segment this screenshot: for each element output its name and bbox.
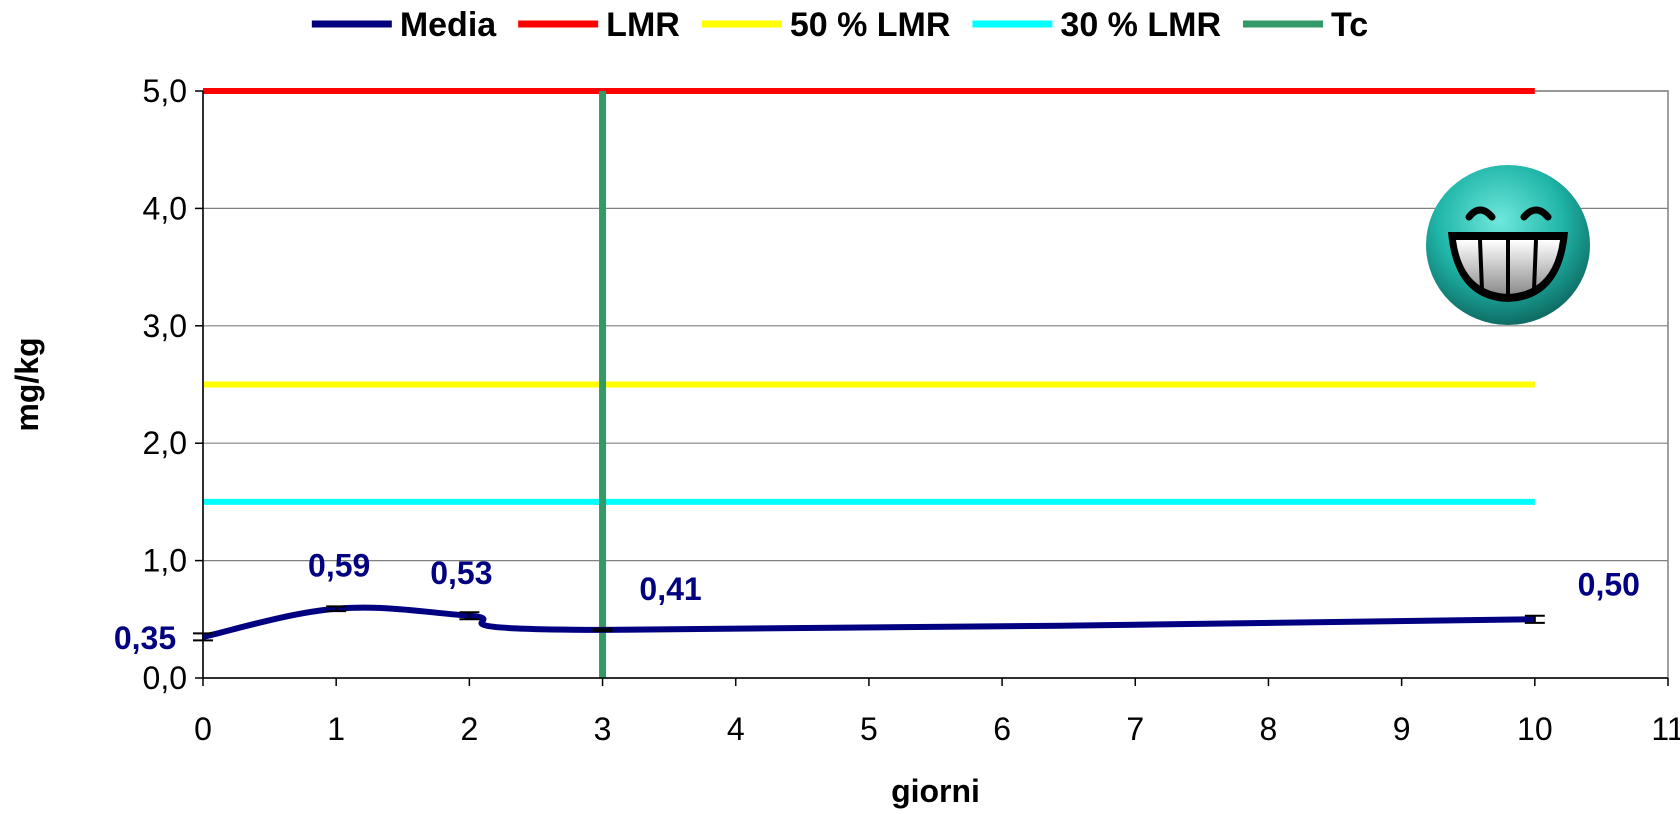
error-bar xyxy=(193,632,213,642)
data-labels: 0,35 0,59 0,53 0,41 0,50 xyxy=(114,548,1640,656)
y-tick-label: 0,0 xyxy=(143,660,187,696)
x-tick-label: 3 xyxy=(594,711,612,747)
x-tick-label: 6 xyxy=(993,711,1011,747)
y-tick-label: 2,0 xyxy=(143,425,187,461)
x-tick-label: 2 xyxy=(460,711,478,747)
x-tick-label: 1 xyxy=(327,711,345,747)
legend-item: 50 % LMR xyxy=(701,6,951,44)
error-bar xyxy=(1524,614,1545,624)
y-tick-label: 1,0 xyxy=(143,543,187,579)
data-label: 0,35 xyxy=(114,620,176,656)
data-label: 0,53 xyxy=(430,555,492,591)
x-tick-label: 7 xyxy=(1126,711,1144,747)
grinning-smiley-icon xyxy=(1426,165,1590,325)
x-tick-label: 8 xyxy=(1260,711,1278,747)
legend-item: Media xyxy=(311,6,497,44)
x-tick-label: 5 xyxy=(860,711,878,747)
legend-label: Media xyxy=(400,6,497,44)
legend-item: LMR xyxy=(518,6,680,44)
axes: 0,0 1,0 2,0 3,0 4,0 5,0 0 1 2 3 4 5 6 7 8 9 10 11 giorni mg… xyxy=(9,73,1680,809)
reference-lines xyxy=(203,88,1535,678)
legend-label: Tc xyxy=(1331,6,1368,44)
y-axis-title: mg/kg xyxy=(9,337,45,431)
legend-item: 30 % LMR xyxy=(972,6,1221,44)
x-tick-label: 10 xyxy=(1517,711,1553,747)
y-tick-label: 4,0 xyxy=(143,190,187,226)
error-bar xyxy=(326,605,347,613)
x-tick-label: 11 xyxy=(1651,711,1680,747)
x-axis-title: giorni xyxy=(891,773,980,809)
x-tick-label: 9 xyxy=(1393,711,1411,747)
y-tick-label: 5,0 xyxy=(143,73,187,109)
x-tick-label: 4 xyxy=(727,711,745,747)
y-tick-label: 3,0 xyxy=(143,308,187,344)
error-bar xyxy=(592,627,613,633)
legend-label: 30 % LMR xyxy=(1060,6,1221,44)
x-tick-label: 0 xyxy=(194,711,212,747)
error-bar xyxy=(459,611,480,621)
data-label: 0,41 xyxy=(639,571,701,607)
chart-legend: Media LMR 50 % LMR 30 % LMR Tc xyxy=(311,6,1368,44)
data-label: 0,50 xyxy=(1578,566,1640,602)
data-series xyxy=(193,604,1545,642)
data-label: 0,59 xyxy=(308,548,370,584)
legend-label: LMR xyxy=(606,6,680,44)
legend-item: Tc xyxy=(1243,6,1368,44)
legend-label: 50 % LMR xyxy=(790,6,951,44)
